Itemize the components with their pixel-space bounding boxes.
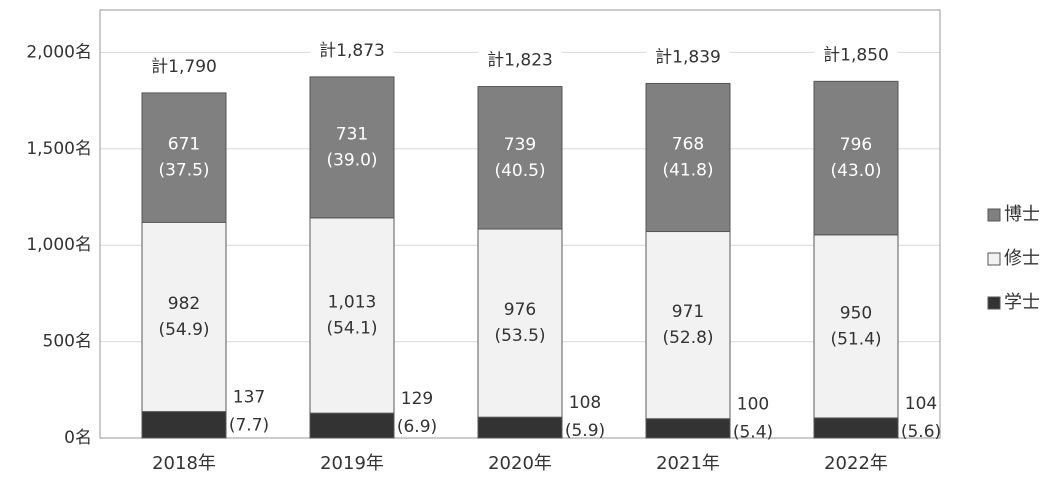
- share-label: (41.8): [662, 160, 713, 180]
- share-label: (39.0): [326, 150, 377, 170]
- total-label: 計1,873: [319, 41, 385, 61]
- total-label: 計1,823: [487, 51, 553, 71]
- value-label: 104: [905, 394, 937, 414]
- x-tick-label: 2018年: [152, 453, 216, 474]
- share-label: (54.9): [158, 320, 209, 340]
- total-label: 計1,850: [823, 45, 889, 65]
- value-label: 671: [168, 135, 200, 155]
- bar-segment: [141, 411, 227, 439]
- bar-segment: [813, 417, 899, 439]
- value-label: 950: [840, 303, 872, 323]
- x-tick-label: 2021年: [656, 453, 720, 474]
- value-label: 108: [569, 393, 601, 413]
- value-label: 796: [840, 135, 872, 155]
- value-label: 976: [504, 300, 536, 320]
- share-label: (53.5): [494, 326, 545, 346]
- bar-segment: [477, 416, 563, 439]
- share-label: (54.1): [326, 318, 377, 338]
- value-label: 129: [401, 389, 433, 409]
- bar-segment: [645, 82, 731, 233]
- value-label: 982: [168, 294, 200, 314]
- share-label: (37.5): [158, 161, 209, 181]
- total-label: 計1,839: [655, 47, 721, 67]
- legend-swatch: [987, 296, 1001, 310]
- value-label: 137: [233, 388, 265, 408]
- value-label: 1,013: [328, 292, 377, 312]
- share-label: (5.4): [733, 423, 773, 443]
- bar-segment: [309, 412, 395, 439]
- share-label: (43.0): [830, 161, 881, 181]
- x-tick-label: 2022年: [824, 453, 888, 474]
- y-tick-label: 2,000名: [26, 42, 92, 62]
- value-label: 768: [672, 134, 704, 154]
- share-label: (51.4): [830, 329, 881, 349]
- share-label: (7.7): [229, 416, 269, 436]
- bar-segment: [645, 231, 731, 420]
- value-label: 971: [672, 302, 704, 322]
- share-label: (6.9): [397, 417, 437, 437]
- y-tick-label: 0名: [64, 428, 92, 448]
- bar-segment: [813, 80, 899, 236]
- share-label: (52.8): [662, 328, 713, 348]
- share-label: (5.6): [901, 422, 941, 442]
- bar-segment: [141, 92, 227, 223]
- value-label: 100: [737, 395, 769, 415]
- total-bg: [478, 48, 562, 73]
- y-tick-label: 500名: [43, 332, 92, 352]
- total-bg: [646, 45, 730, 70]
- x-tick-label: 2019年: [320, 453, 384, 474]
- value-label: 739: [504, 135, 536, 155]
- bar-segment: [477, 228, 563, 418]
- total-bg: [142, 54, 226, 79]
- total-bg: [310, 38, 394, 63]
- x-tick-label: 2020年: [488, 453, 552, 474]
- legend-label: 学士: [1004, 292, 1040, 313]
- legend-swatch: [987, 208, 1001, 222]
- legend-label: 修士: [1004, 248, 1040, 269]
- bar-segment: [477, 86, 563, 230]
- share-label: (5.9): [565, 421, 605, 441]
- y-tick-label: 1,500名: [26, 139, 92, 159]
- total-label: 計1,790: [151, 57, 217, 77]
- legend-swatch: [987, 252, 1001, 266]
- bar-segment: [309, 217, 395, 414]
- bar-segment: [645, 418, 731, 439]
- bar-segment: [309, 76, 395, 219]
- bar-segment: [141, 221, 227, 413]
- share-label: (40.5): [494, 161, 545, 181]
- y-tick-label: 1,000名: [26, 235, 92, 255]
- legend-label: 博士: [1004, 204, 1040, 225]
- value-label: 731: [336, 124, 368, 144]
- total-bg: [814, 43, 898, 68]
- bar-segment: [813, 234, 899, 419]
